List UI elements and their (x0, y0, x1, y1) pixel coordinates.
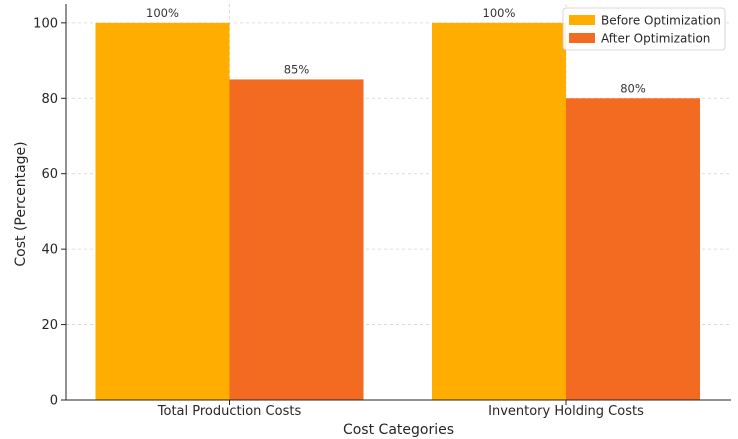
legend-label: After Optimization (601, 32, 710, 46)
legend-box (562, 7, 726, 51)
x-tick-label: Inventory Holding Costs (488, 404, 644, 419)
y-tick-label: 20 (41, 318, 58, 333)
bar-value-label: 85% (284, 62, 310, 76)
bar-after-optimization (229, 79, 364, 400)
bar-before-optimization (432, 22, 566, 400)
legend-label: Before Optimization (601, 14, 721, 28)
y-tick-label: 0 (50, 394, 58, 409)
bar-value-label: 80% (620, 81, 646, 95)
legend: Before Optimization After Optimization (562, 7, 726, 51)
legend-swatch (569, 15, 595, 25)
y-tick-label: 60 (41, 167, 58, 182)
bar-value-label: 100% (146, 6, 179, 20)
ticks: 0 20 40 60 80 100 Total Production Costs Invent… (33, 16, 644, 419)
bar-after-optimization (566, 98, 700, 401)
bar-before-optimization (95, 22, 230, 400)
data-labels: 100% 85% 100% 80% (146, 6, 646, 95)
y-tick-label: 100 (33, 16, 58, 31)
bars (95, 22, 700, 401)
y-tick-label: 80 (41, 92, 58, 107)
bar-value-label: 100% (483, 6, 516, 20)
x-tick-label: Total Production Costs (157, 404, 302, 419)
y-axis-title: Cost (Percentage) (13, 141, 29, 266)
axes (65, 4, 731, 401)
x-axis-title: Cost Categories (343, 422, 454, 438)
y-tick-label: 40 (41, 243, 58, 258)
legend-swatch (569, 33, 595, 43)
